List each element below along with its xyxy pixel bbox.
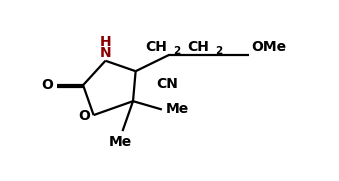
Text: CN: CN [157,77,179,91]
Text: O: O [41,78,53,92]
Text: 2: 2 [215,46,222,56]
Text: CH: CH [145,40,167,54]
Text: Me: Me [166,102,189,116]
Text: Me: Me [108,135,132,149]
Text: 2: 2 [173,46,180,56]
Text: OMe: OMe [251,40,286,54]
Text: O: O [78,110,89,123]
Text: CH: CH [187,40,209,54]
Text: H: H [100,35,111,49]
Text: N: N [100,46,111,60]
